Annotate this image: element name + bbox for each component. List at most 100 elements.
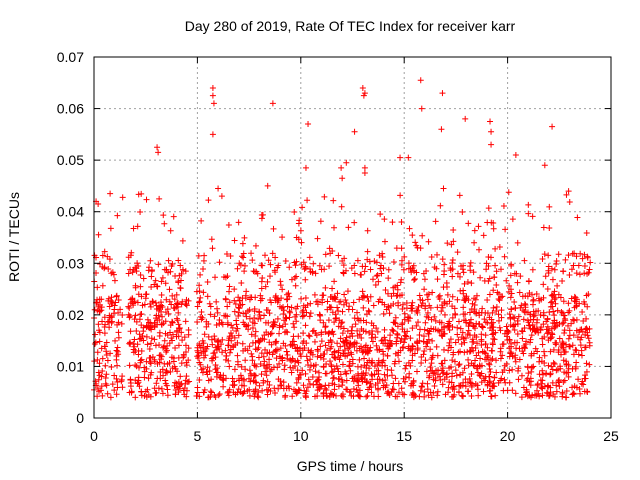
data-point <box>339 361 346 368</box>
data-point <box>214 343 221 350</box>
data-point <box>434 388 441 395</box>
data-point <box>452 310 459 317</box>
data-point <box>256 382 263 389</box>
data-point <box>381 238 388 245</box>
data-point <box>582 375 589 382</box>
data-point <box>144 386 151 393</box>
data-point <box>431 369 438 376</box>
data-point <box>239 295 246 302</box>
data-point <box>326 303 333 310</box>
y-tick-label: 0.01 <box>57 358 84 374</box>
data-point <box>322 323 329 330</box>
data-point <box>503 323 510 330</box>
data-point <box>224 303 231 310</box>
data-point <box>210 350 217 357</box>
data-point <box>208 236 215 243</box>
data-point <box>313 298 320 305</box>
data-point <box>95 376 102 383</box>
data-point <box>304 384 311 391</box>
data-point <box>277 278 284 285</box>
data-point <box>528 350 535 357</box>
data-point <box>269 322 276 329</box>
data-point <box>112 337 119 344</box>
data-point <box>427 346 434 353</box>
data-point <box>506 367 513 374</box>
data-point <box>466 348 473 355</box>
data-point <box>264 278 271 285</box>
data-point <box>195 355 202 362</box>
data-point <box>131 343 138 350</box>
data-point <box>486 366 493 373</box>
data-point <box>424 291 431 298</box>
data-point <box>159 304 166 311</box>
data-point <box>325 317 332 324</box>
data-point <box>445 384 452 391</box>
data-point <box>416 332 423 339</box>
data-point <box>275 297 282 304</box>
data-point <box>200 365 207 372</box>
data-point <box>341 291 348 298</box>
data-point <box>364 256 371 263</box>
data-point <box>361 362 368 369</box>
data-point <box>329 328 336 335</box>
data-point <box>211 313 218 320</box>
data-point <box>504 330 511 337</box>
data-point <box>338 203 345 210</box>
data-point <box>540 309 547 316</box>
data-point <box>316 311 323 318</box>
data-point <box>246 367 253 374</box>
data-point <box>114 212 121 219</box>
data-point <box>97 387 104 394</box>
data-point <box>358 335 365 342</box>
data-point <box>133 268 140 275</box>
data-point <box>577 342 584 349</box>
data-point <box>547 389 554 396</box>
data-point <box>138 310 145 317</box>
data-point <box>505 189 512 196</box>
data-point <box>434 371 441 378</box>
data-point <box>232 301 239 308</box>
data-point <box>566 198 573 205</box>
data-point <box>395 380 402 387</box>
data-point <box>443 370 450 377</box>
data-point <box>492 392 499 399</box>
data-point <box>343 370 350 377</box>
data-point <box>127 328 134 335</box>
data-point <box>324 347 331 354</box>
data-point <box>388 367 395 374</box>
data-point <box>266 382 273 389</box>
data-point <box>151 336 158 343</box>
data-point <box>340 350 347 357</box>
data-point <box>249 257 256 264</box>
data-point <box>174 300 181 307</box>
data-point <box>294 389 301 396</box>
data-point <box>209 341 216 348</box>
data-point <box>555 251 562 258</box>
data-point <box>438 360 445 367</box>
data-point <box>486 314 493 321</box>
data-point <box>354 377 361 384</box>
data-point <box>291 275 298 282</box>
data-point <box>439 256 446 263</box>
data-point <box>324 298 331 305</box>
data-point <box>386 391 393 398</box>
data-point <box>335 349 342 356</box>
data-point <box>102 380 109 387</box>
data-point <box>361 90 368 97</box>
data-point <box>540 281 547 288</box>
data-point <box>373 342 380 349</box>
data-point <box>175 257 182 264</box>
data-point <box>506 345 513 352</box>
data-point <box>235 332 242 339</box>
data-point <box>501 253 508 260</box>
data-point <box>294 357 301 364</box>
data-point <box>581 388 588 395</box>
data-point <box>322 284 329 291</box>
data-point <box>266 356 273 363</box>
data-point <box>453 372 460 379</box>
data-point <box>530 297 537 304</box>
data-point <box>326 245 333 252</box>
data-point <box>312 368 319 375</box>
data-point <box>207 311 214 318</box>
